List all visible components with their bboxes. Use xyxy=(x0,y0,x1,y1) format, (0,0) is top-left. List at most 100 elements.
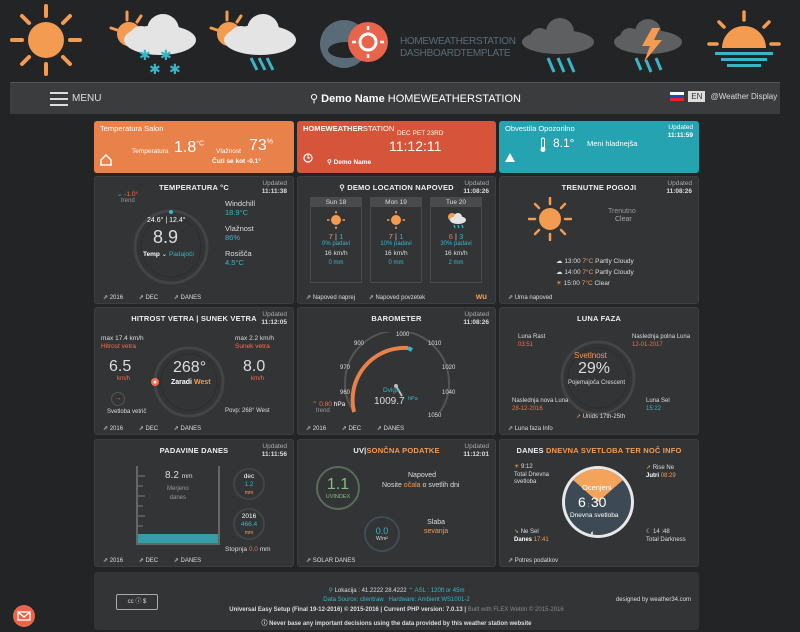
baro-link-dec-label[interactable]: DEC xyxy=(348,426,362,432)
link-forecast-ahead-label[interactable]: Napoved naprej xyxy=(312,295,356,301)
wind-average: Povp: 268° West xyxy=(225,408,270,414)
link-forecast-ahead[interactable]: ⇗ Napoved naprej xyxy=(306,295,356,301)
footer-designed-by[interactable]: designed by weather34.com xyxy=(615,597,691,603)
moon-set-label: Luna Sel xyxy=(646,398,670,404)
warn-updated-time: 11:11:59 xyxy=(667,132,693,139)
link-dec-label[interactable]: DEC xyxy=(145,295,159,301)
baro-link-danes[interactable]: ⇗ DANES xyxy=(376,426,405,432)
footer-data-source[interactable]: Data Source: clientraw xyxy=(323,597,384,603)
location-pin-icon: ⚲ xyxy=(310,93,319,105)
baro-tick-1020: 1020 xyxy=(442,365,456,371)
footer-disclaimer: ⓘ Never base any important decisions usi… xyxy=(94,618,699,627)
windchill-label: Windchill xyxy=(225,199,256,208)
forecast-day-1-temps: 7 | 1 xyxy=(328,232,344,241)
moon-next-full-date: 12-01-2017 xyxy=(632,342,663,348)
current-updated: Updated 11:08:26 xyxy=(666,180,692,196)
daylight-sunrise: ☀ 9:12 xyxy=(514,464,556,472)
wind-link-2016-label[interactable]: 2016 xyxy=(109,426,124,432)
wind-link-dec-label[interactable]: DEC xyxy=(145,426,159,432)
rain-link-danes-label[interactable]: DANES xyxy=(180,558,202,564)
forecast-day-1-wind: 16 km/h xyxy=(324,250,348,257)
rain-link-dec-label[interactable]: DEC xyxy=(145,558,159,564)
uv-updated-time: 11:12:01 xyxy=(463,451,489,458)
daylight-rise-day: Jutri xyxy=(646,473,660,479)
link-daylight-data[interactable]: ⇗ Potres podatkov xyxy=(508,558,559,564)
baro-link-2016[interactable]: ⇗ 2016 xyxy=(306,426,327,432)
home-icon xyxy=(100,154,112,166)
rain-year-label: 2016 xyxy=(241,513,257,520)
info-icon: ⓘ xyxy=(261,621,270,627)
home-station-panel: HOMEWEATHERSTATION DEC PET 23RD 11:12:11… xyxy=(297,121,496,173)
forecast-day-3-hi: 6 xyxy=(448,232,453,241)
uv-updated-label: Updated xyxy=(464,443,489,450)
baro-footer-links: ⇗ 2016 ⇗ DEC ⇗ DANES xyxy=(306,425,404,432)
baro-link-danes-label[interactable]: DANES xyxy=(383,426,405,432)
language-selector[interactable]: EN @Weather Display xyxy=(670,91,777,102)
link-2016-label[interactable]: 2016 xyxy=(109,295,124,301)
warn-updated: Updated 11:11:59 xyxy=(668,124,693,140)
rain-link-dec[interactable]: ⇗ DEC xyxy=(138,558,159,564)
link-danes[interactable]: ⇗ DANES xyxy=(173,295,202,301)
mail-icon[interactable] xyxy=(13,605,35,627)
moon-dates: ➚ Unids 17th-25th xyxy=(576,413,625,420)
station-name-rest: HOMEWEATHERSTATION xyxy=(387,93,521,105)
link-daylight-data-label[interactable]: Potres podatkov xyxy=(514,558,559,564)
rain-link-danes[interactable]: ⇗ DANES xyxy=(173,558,202,564)
slovenia-flag-icon[interactable] xyxy=(670,92,684,101)
forecast-updated-time: 11:08:26 xyxy=(463,188,489,195)
link-forecast-summary-label[interactable]: Napoved povzetek xyxy=(375,295,426,301)
baro-trend: ⌃ 0.80 hPa xyxy=(312,400,345,408)
rain-year-circle: 2016 466.4 mm xyxy=(233,508,265,540)
daylight-set-day: Danes xyxy=(514,537,533,543)
temperature-panel: TEMPERATURA °C Updated 11:11:38 ⌄ -1.0° t… xyxy=(94,176,294,304)
daylight-rise-label: Rise Ne xyxy=(652,465,675,471)
link-dec[interactable]: ⇗ DEC xyxy=(138,295,159,301)
svg-text:✱: ✱ xyxy=(139,48,151,64)
forecast-day-1-sun-icon xyxy=(327,211,345,229)
baro-trend-value: 0.80 xyxy=(319,401,332,408)
wind-direction: 268° xyxy=(173,359,207,376)
wind-link-danes-label[interactable]: DANES xyxy=(180,426,202,432)
moon-rise-label: Luna Rast xyxy=(518,334,546,340)
rain-today-label-1: Merjeno xyxy=(167,486,189,492)
mail-button[interactable] xyxy=(13,605,35,627)
rain-icon xyxy=(209,10,296,71)
link-moon-info-label[interactable]: Luna faza Info xyxy=(514,426,553,432)
forecast-day-3-label: Tue 20 xyxy=(431,198,481,207)
rain-link-2016-label[interactable]: 2016 xyxy=(109,558,124,564)
baro-link-dec[interactable]: ⇗ DEC xyxy=(341,426,362,432)
salon-temp-value: 1.8°C xyxy=(174,139,204,157)
link-2016[interactable]: ⇗ 2016 xyxy=(103,295,124,301)
creative-commons-icon[interactable]: cc ⓘ $ xyxy=(116,594,158,610)
hourly-row-2: ☁ 14:00 7°C Partly Cloudy xyxy=(556,267,634,278)
moon-title: LUNA FAZA xyxy=(576,314,622,323)
link-danes-label[interactable]: DANES xyxy=(180,295,202,301)
menu-label[interactable]: MENU xyxy=(72,93,102,104)
hourly-row-3-temp: 7°C xyxy=(581,280,593,287)
link-hourly-forecast[interactable]: ⇗ Urna napoved xyxy=(508,295,553,301)
baro-link-2016-label[interactable]: 2016 xyxy=(312,426,327,432)
beaufort-label: Svetloba vetrič xyxy=(107,409,147,415)
baro-value: 1009.7 xyxy=(374,396,405,407)
warning-icon xyxy=(505,153,515,162)
wind-max-left-value: max 17.4 km/h xyxy=(101,335,144,342)
link-solar-today-label[interactable]: SOLAR DANES xyxy=(312,558,356,564)
svg-text:✱: ✱ xyxy=(160,48,172,64)
salon-temp-label: Temperatura xyxy=(132,148,169,155)
header-bar: MENU ⚲ Demo Name HOMEWEATHERSTATION EN @… xyxy=(10,82,780,114)
link-hourly-forecast-label[interactable]: Urna napoved xyxy=(514,295,553,301)
wind-link-danes[interactable]: ⇗ DANES xyxy=(173,426,202,432)
wind-link-2016[interactable]: ⇗ 2016 xyxy=(103,426,124,432)
footer-location: Lokacija : 41.2222 28.4222 xyxy=(334,588,407,594)
solar-unit: W/m² xyxy=(376,536,388,542)
daylight-hours: 6 xyxy=(578,494,586,510)
link-moon-info[interactable]: ⇗ Luna faza Info xyxy=(508,426,553,432)
wind-link-dec[interactable]: ⇗ DEC xyxy=(138,426,159,432)
menu-icon[interactable] xyxy=(50,92,68,106)
link-solar-today[interactable]: ⇗ SOLAR DANES xyxy=(306,558,356,564)
rain-today: 8.2 mm xyxy=(165,470,193,481)
rain-link-2016[interactable]: ⇗ 2016 xyxy=(103,558,124,564)
english-flag-button[interactable]: EN xyxy=(688,91,706,102)
salon-hum-value: 73% xyxy=(249,137,273,155)
link-forecast-summary[interactable]: ⇗ Napoved povzetek xyxy=(368,295,426,301)
